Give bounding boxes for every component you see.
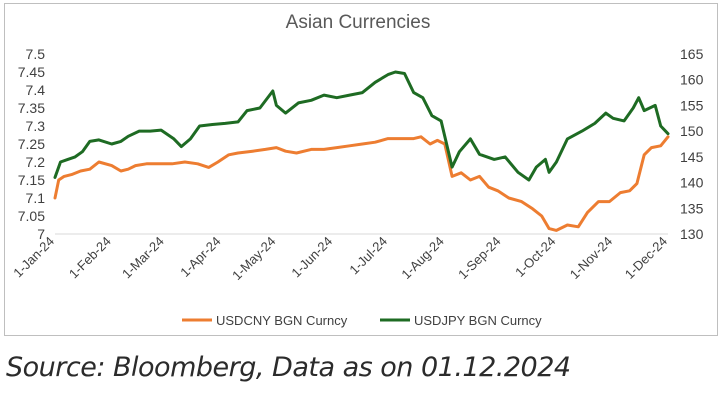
- y-right-tick-label: 140: [680, 175, 704, 191]
- y-left-tick-label: 7.2: [26, 154, 46, 170]
- y-left-tick-label: 7.05: [18, 208, 45, 224]
- x-tick-label: 1-Aug-24: [398, 234, 446, 282]
- y-left-tick-label: 7.35: [18, 100, 45, 116]
- y-left-tick-label: 7.45: [18, 64, 45, 80]
- x-tick-label: 1-Nov-24: [567, 234, 615, 282]
- x-axis-ticks: 1-Jan-24 1-Feb-24 1-Mar-24 1-Apr-24 1-May-24…: [10, 234, 670, 283]
- chart-frame: Asian Currencies 7 7.05 7.1 7.15 7.2 7.25 7.3 7…: [4, 3, 718, 336]
- line-chart: Asian Currencies 77.057.17.157.27.257.37…: [10, 12, 704, 328]
- x-tick-label: 1-Feb-24: [66, 234, 114, 282]
- x-tick-label: 1-Mar-24: [119, 234, 167, 282]
- x-tick-label: 1-Apr-24: [177, 234, 223, 280]
- left-axis-ticks: 7 7.05 7.1 7.15 7.2 7.25 7.3 7.35 7.4 7.45 7.5: [18, 46, 45, 242]
- x-tick-label: 1-Jul-24: [346, 234, 390, 278]
- usdjpy-line: [53, 70, 670, 182]
- x-tick-label: 1-Dec-24: [622, 234, 670, 282]
- right-axis-ticks: 130 135 140 145 150 155 160 165: [680, 46, 704, 242]
- y-left-tick-label: 7: [37, 226, 45, 242]
- y-left-tick-label: 7.3: [26, 118, 46, 134]
- y-left-tick-label: 7.1: [26, 190, 46, 206]
- y-right-tick-label: 135: [680, 200, 704, 216]
- chart-title: Asian Currencies: [286, 12, 431, 33]
- y-right-tick-label: 155: [680, 97, 704, 113]
- y-right-tick-label: 150: [680, 123, 704, 139]
- x-tick-label: 1-Jan-24: [10, 234, 57, 281]
- y-left-tick-label: 7.25: [18, 136, 45, 152]
- y-left-tick-label: 7.5: [26, 46, 46, 62]
- x-tick-label: 1-Oct-24: [512, 234, 558, 280]
- y-left-tick-label: 7.4: [26, 82, 46, 98]
- x-tick-label: 1-May-24: [229, 234, 278, 283]
- legend-label: USDCNY BGN Curncy: [216, 313, 348, 328]
- y-right-tick-label: 145: [680, 149, 704, 165]
- series-lines: [53, 70, 670, 232]
- y-right-tick-label: 130: [680, 226, 704, 242]
- usdcny-line: [53, 135, 670, 232]
- legend: USDCNY BGN Curncy USDJPY BGN Curncy: [182, 313, 542, 328]
- y-right-tick-label: 165: [680, 46, 704, 62]
- x-tick-label: 1-Jun-24: [288, 234, 335, 281]
- y-right-tick-label: 160: [680, 72, 704, 88]
- legend-label: USDJPY BGN Curncy: [414, 313, 542, 328]
- x-tick-label: 1-Sep-24: [455, 234, 503, 282]
- y-left-tick-label: 7.15: [18, 172, 45, 188]
- source-note: Source: Bloomberg, Data as on 01.12.2024: [6, 352, 571, 383]
